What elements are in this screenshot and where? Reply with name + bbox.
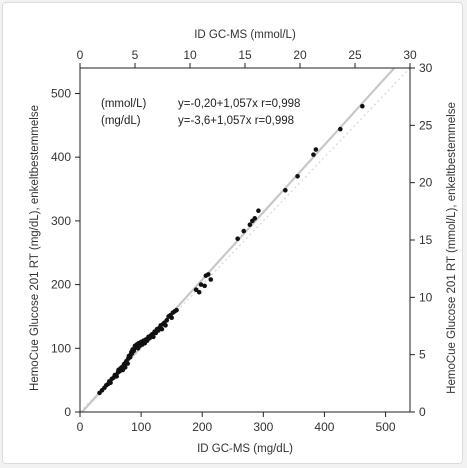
x-tick-label: 0 xyxy=(77,420,84,434)
annotation-unit-mmol: (mmol/L) xyxy=(101,98,147,110)
right-y-tick-label: 30 xyxy=(419,61,433,75)
chart-frame xyxy=(2,2,463,464)
data-point xyxy=(202,283,207,289)
data-point xyxy=(252,216,258,221)
y-tick-label: 500 xyxy=(51,86,71,100)
data-point xyxy=(247,222,253,228)
data-point xyxy=(198,282,204,287)
data-point xyxy=(164,317,170,323)
top-x-tick-label: 30 xyxy=(403,48,417,62)
data-point xyxy=(360,103,365,109)
top-x-tick-label: 0 xyxy=(77,48,84,62)
top-x-tick-label: 15 xyxy=(238,48,252,62)
data-point xyxy=(151,334,156,340)
annotation-equation-mgdl: y=-3,6+1,057x r=0,998 xyxy=(178,115,294,127)
y-tick-label: 0 xyxy=(64,405,71,419)
data-point xyxy=(196,289,202,295)
y-tick-label: 100 xyxy=(51,341,71,355)
right-y-axis-label: HemoCue Glucose 201 RT (mmol/L), enkeltb… xyxy=(446,102,458,394)
annotation-unit-mgdl: (mg/dL) xyxy=(101,115,141,127)
right-y-tick-label: 15 xyxy=(419,233,433,247)
annotation-equation-mmol: y=-0,20+1,057x r=0,998 xyxy=(178,98,300,110)
data-point xyxy=(256,208,261,213)
x-tick-label: 500 xyxy=(376,420,396,434)
data-point xyxy=(208,277,214,282)
data-point xyxy=(193,287,199,292)
top-x-tick-label: 5 xyxy=(132,48,139,62)
data-point xyxy=(108,380,113,385)
x-tick-label: 300 xyxy=(253,420,273,434)
data-point xyxy=(235,236,240,242)
data-point xyxy=(311,152,316,157)
data-point xyxy=(283,188,288,193)
right-y-tick-label: 25 xyxy=(419,118,433,132)
top-x-tick-label: 20 xyxy=(293,48,307,62)
right-y-tick-label: 20 xyxy=(419,176,433,190)
data-point xyxy=(122,365,128,370)
right-y-tick-label: 5 xyxy=(419,348,426,362)
y-tick-label: 400 xyxy=(51,150,71,164)
top-x-tick-label: 10 xyxy=(183,48,197,62)
y-axis-label: HemoCue Glucose 201 RT (mg/dL), enkeltbe… xyxy=(29,105,41,391)
data-point xyxy=(338,126,343,132)
top-x-tick-label: 25 xyxy=(348,48,362,62)
y-tick-label: 200 xyxy=(51,278,71,292)
x-tick-label: 100 xyxy=(131,420,151,434)
y-tick-label: 300 xyxy=(51,214,71,228)
data-point xyxy=(114,374,119,379)
x-axis-label: ID GC-MS (mg/dL) xyxy=(197,443,293,455)
x-tick-label: 200 xyxy=(192,420,212,434)
data-point xyxy=(174,307,179,313)
x-tick-label: 400 xyxy=(314,420,334,434)
data-point xyxy=(206,272,211,277)
data-point xyxy=(169,315,174,321)
right-y-tick-label: 10 xyxy=(419,290,433,304)
data-point xyxy=(125,361,130,366)
data-point xyxy=(159,326,165,332)
data-point xyxy=(295,173,300,179)
data-point xyxy=(163,323,168,328)
data-point xyxy=(313,147,319,152)
data-point xyxy=(241,228,247,234)
top-x-axis-label: ID GC-MS (mmol/L) xyxy=(194,29,296,41)
right-y-tick-label: 0 xyxy=(419,405,426,419)
